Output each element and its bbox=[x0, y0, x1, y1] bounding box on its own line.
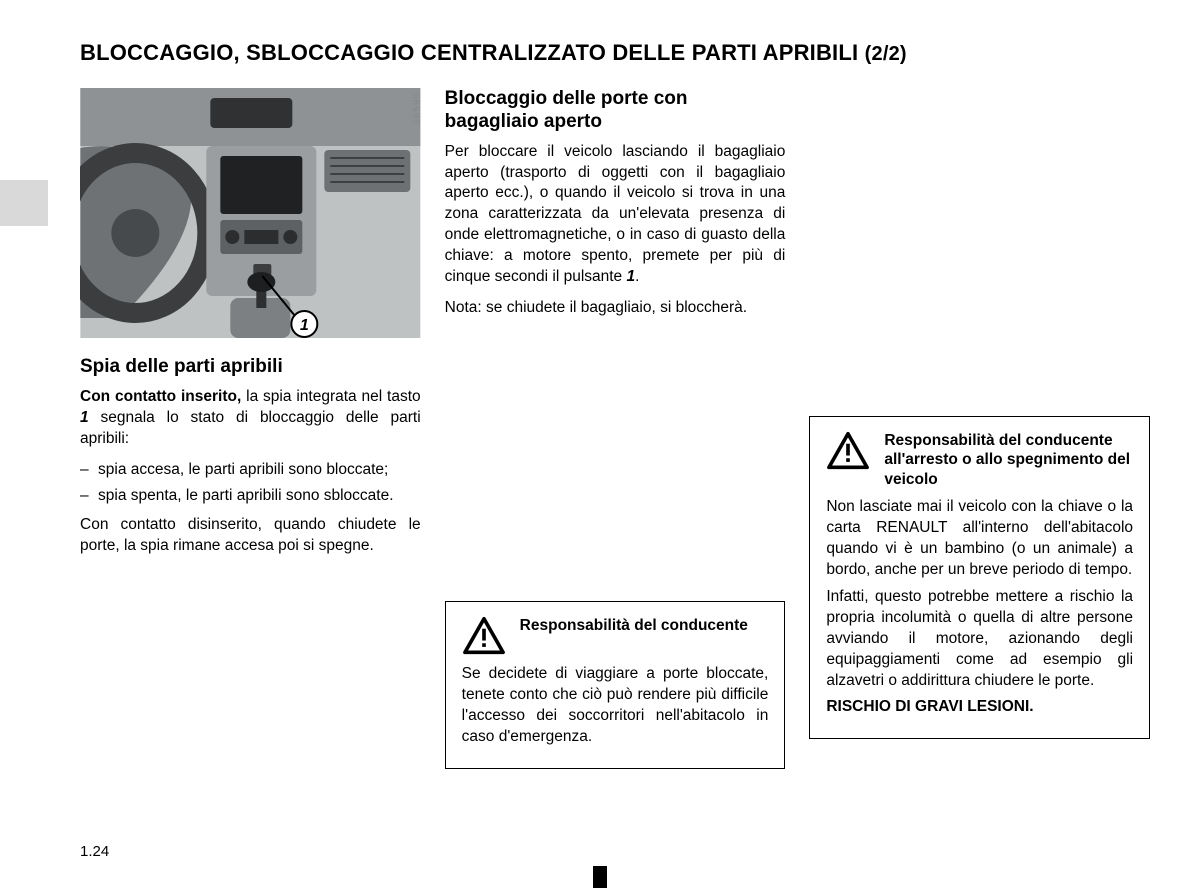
spacer bbox=[445, 329, 786, 601]
col1-paragraph-2: Con contatto disinserito, quando chiudet… bbox=[80, 515, 421, 557]
warning-header: Responsabilità del conducente all'arrest… bbox=[826, 431, 1133, 489]
warning-box-driver: Responsabilità del conducente Se decidet… bbox=[445, 601, 786, 769]
bullet-text: spia accesa, le parti apribili sono bloc… bbox=[98, 460, 421, 481]
col1-paragraph-1: Con contatto inserito, la spia integrata… bbox=[80, 387, 421, 450]
col2-p1-b: . bbox=[635, 268, 639, 285]
bullet-dash: – bbox=[80, 460, 98, 481]
warning-strong: RISCHIO DI GRAVI LESIONI. bbox=[826, 697, 1133, 718]
col1-p1-lead: Con contatto inserito, bbox=[80, 388, 241, 405]
column-2: Bloccaggio delle porte con bagagliaio ap… bbox=[445, 88, 786, 769]
title-main: BLOCCAGGIO, SBLOCCAGGIO CENTRALIZZATO DE… bbox=[80, 40, 858, 65]
warning-p1: Non lasciate mai il veicolo con la chiav… bbox=[826, 497, 1133, 581]
warning-body: Se decidete di viaggiare a porte bloccat… bbox=[462, 664, 769, 748]
warning-box-parked: Responsabilità del conducente all'arrest… bbox=[809, 416, 1150, 739]
dashboard-photo: 36595 bbox=[80, 88, 421, 338]
bullet-dash: – bbox=[80, 486, 98, 507]
col1-p1-key: 1 bbox=[80, 409, 89, 426]
dashboard-illustration: 1 bbox=[80, 88, 421, 338]
warning-header: Responsabilità del conducente bbox=[462, 616, 769, 656]
content-columns: 36595 bbox=[0, 88, 1150, 769]
warning-triangle-icon bbox=[462, 616, 506, 656]
bullet-text: spia spenta, le parti apribili sono sblo… bbox=[98, 486, 421, 507]
col2-heading: Bloccaggio delle porte con bagagliaio ap… bbox=[445, 88, 786, 134]
col2-paragraph-1: Per bloccare il veicolo lasciando il bag… bbox=[445, 142, 786, 288]
warning-triangle-icon bbox=[826, 431, 870, 471]
page-number: 1.24 bbox=[80, 843, 109, 860]
column-1: 36595 bbox=[80, 88, 421, 769]
spacer bbox=[809, 88, 1150, 416]
page-title: BLOCCAGGIO, SBLOCCAGGIO CENTRALIZZATO DE… bbox=[0, 40, 1150, 66]
print-crop-mark bbox=[593, 866, 607, 888]
section-tab bbox=[0, 180, 48, 226]
list-item: –spia spenta, le parti apribili sono sbl… bbox=[80, 486, 421, 507]
col1-p1-rest: la spia integrata nel tasto bbox=[241, 388, 420, 405]
col1-bullet-list: –spia accesa, le parti apribili sono blo… bbox=[80, 460, 421, 508]
col1-p1-tail: segnala lo stato di bloccaggio delle par… bbox=[80, 409, 421, 447]
col1-heading: Spia delle parti apribili bbox=[80, 356, 421, 379]
col2-p1-a: Per bloccare il veicolo lasciando il bag… bbox=[445, 143, 786, 286]
title-part: (2/2) bbox=[865, 43, 907, 65]
image-code-label: 36595 bbox=[412, 92, 423, 125]
column-3: Responsabilità del conducente all'arrest… bbox=[809, 88, 1150, 769]
col2-p1-key: 1 bbox=[627, 268, 636, 285]
warning-p2: Infatti, questo potrebbe mettere a risch… bbox=[826, 587, 1133, 692]
warning-title: Responsabilità del conducente all'arrest… bbox=[884, 431, 1133, 489]
col2-paragraph-2: Nota: se chiudete il bagagliaio, si bloc… bbox=[445, 298, 786, 319]
warning-title: Responsabilità del conducente bbox=[520, 616, 748, 635]
list-item: –spia accesa, le parti apribili sono blo… bbox=[80, 460, 421, 481]
callout-1-text: 1 bbox=[300, 317, 309, 334]
